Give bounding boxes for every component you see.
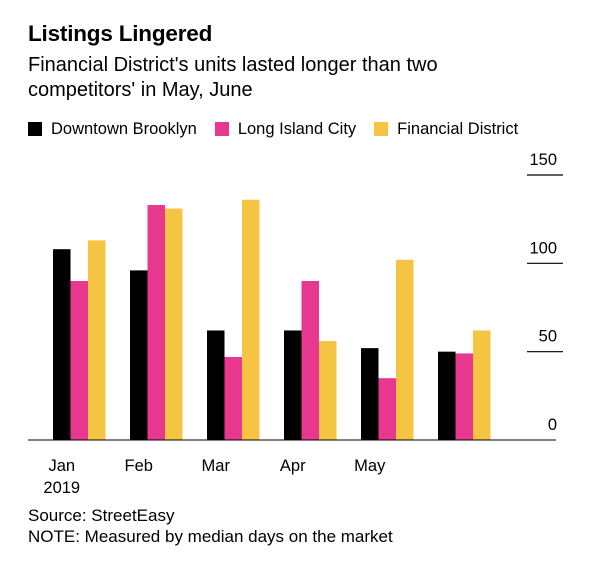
bar-financial-district-feb [165, 208, 183, 440]
legend: Downtown Brooklyn Long Island City Finan… [28, 118, 536, 140]
bar-downtown-brooklyn-jan-2019 [53, 249, 71, 440]
bar-downtown-brooklyn-apr [284, 330, 302, 440]
bar-financial-district-apr [319, 341, 337, 440]
bar-long-island-city-jan-2019 [70, 281, 88, 440]
bar-financial-district-may [396, 259, 414, 440]
y-tick-label-1: 50 [539, 328, 557, 346]
x-tick-label-1: Feb [125, 457, 153, 475]
bar-downtown-brooklyn-may [361, 348, 379, 440]
legend-label-downtown-brooklyn: Downtown Brooklyn [51, 119, 197, 138]
bar-downtown-brooklyn-feb [130, 270, 148, 440]
x-tick-label-0: Jan [48, 457, 75, 475]
bar-long-island-city-apr [301, 281, 319, 440]
chart-title: Listings Lingered [28, 21, 213, 46]
bar-financial-district-jun [473, 330, 491, 440]
chart-subtitle: Financial District's units lasted longer… [28, 54, 438, 101]
bar-long-island-city-feb [147, 205, 165, 440]
bar-downtown-brooklyn-mar [207, 330, 225, 440]
bar-long-island-city-mar [224, 356, 242, 440]
bar-long-island-city-may [378, 378, 396, 440]
bar-financial-district-jan-2019 [88, 240, 106, 440]
legend-swatch-long-island-city [214, 122, 229, 136]
y-tick-label-0: 0 [548, 416, 557, 434]
y-tick-label-2: 100 [529, 239, 557, 257]
bar-long-island-city-jun [455, 353, 473, 440]
legend-item-financial-district: Financial District [374, 120, 518, 139]
y-tick-label-3: 150 [529, 151, 557, 169]
x-tick-label-4: May [354, 457, 386, 475]
legend-swatch-downtown-brooklyn [28, 122, 42, 136]
bar-chart: 0 50 100 150 Jan 2019 Feb Mar Apr May [28, 151, 563, 497]
legend-label-financial-district: Financial District [397, 119, 519, 138]
methodology-note: NOTE: Measured by median days on the mar… [28, 527, 393, 546]
x-tick-label-0-line2: 2019 [43, 479, 80, 497]
x-tick-label-2: Mar [202, 457, 231, 475]
legend-label-long-island-city: Long Island City [237, 119, 357, 138]
legend-item-long-island-city: Long Island City [214, 119, 357, 139]
legend-swatch-financial-district [374, 122, 389, 136]
source-note: Source: StreetEasy [28, 506, 175, 525]
bar-financial-district-mar [242, 199, 260, 440]
x-tick-label-3: Apr [280, 457, 306, 475]
legend-item-downtown-brooklyn: Downtown Brooklyn [28, 120, 197, 139]
bar-downtown-brooklyn-jun [438, 351, 456, 440]
